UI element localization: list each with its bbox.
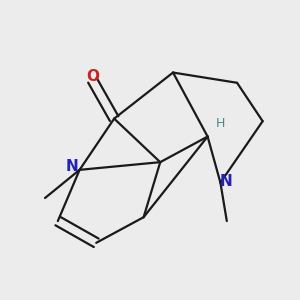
Text: N: N: [65, 158, 78, 173]
Text: O: O: [86, 69, 99, 84]
Text: N: N: [219, 174, 232, 189]
Text: H: H: [216, 117, 225, 130]
